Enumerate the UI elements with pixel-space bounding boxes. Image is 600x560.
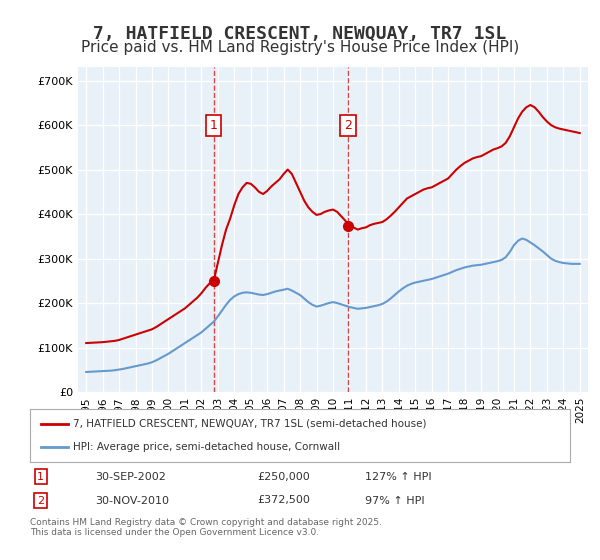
Text: £250,000: £250,000 <box>257 472 310 482</box>
Text: 7, HATFIELD CRESCENT, NEWQUAY, TR7 1SL (semi-detached house): 7, HATFIELD CRESCENT, NEWQUAY, TR7 1SL (… <box>73 419 427 429</box>
Text: Contains HM Land Registry data © Crown copyright and database right 2025.
This d: Contains HM Land Registry data © Crown c… <box>30 518 382 538</box>
Text: 97% ↑ HPI: 97% ↑ HPI <box>365 496 424 506</box>
Text: £372,500: £372,500 <box>257 496 310 506</box>
Text: 30-SEP-2002: 30-SEP-2002 <box>95 472 166 482</box>
Text: 2: 2 <box>37 496 44 506</box>
Text: HPI: Average price, semi-detached house, Cornwall: HPI: Average price, semi-detached house,… <box>73 442 340 452</box>
Text: 1: 1 <box>37 472 44 482</box>
Text: 127% ↑ HPI: 127% ↑ HPI <box>365 472 431 482</box>
Text: 1: 1 <box>210 119 218 132</box>
Text: 30-NOV-2010: 30-NOV-2010 <box>95 496 169 506</box>
Text: 7, HATFIELD CRESCENT, NEWQUAY, TR7 1SL: 7, HATFIELD CRESCENT, NEWQUAY, TR7 1SL <box>94 25 506 43</box>
Text: 2: 2 <box>344 119 352 132</box>
Text: Price paid vs. HM Land Registry's House Price Index (HPI): Price paid vs. HM Land Registry's House … <box>81 40 519 55</box>
